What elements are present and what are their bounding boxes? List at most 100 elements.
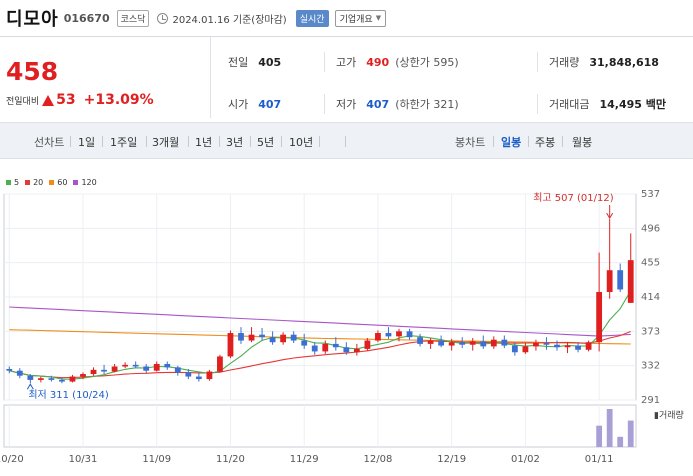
- x-tick-label: 12/08: [364, 454, 393, 465]
- ma60-line: [9, 329, 631, 345]
- change-label: 전일대비: [6, 96, 40, 107]
- stat-volume-value: 31,848,618: [589, 55, 659, 69]
- price-box: 458 전일대비 53 +13.09%: [0, 37, 211, 118]
- tab-monthly[interactable]: 월봉: [572, 136, 593, 149]
- ma120-line: [9, 306, 631, 337]
- tab-5y[interactable]: 5년: [257, 136, 275, 149]
- stat-amount-label: 거래대금: [549, 98, 590, 111]
- volume-bar: [617, 436, 624, 447]
- up-triangle-icon: [42, 94, 55, 106]
- stock-header: 디모아 016670 코스닥 2024.01.16 기준(장마감) 실시간 기업…: [0, 0, 693, 37]
- stat-open-label: 시가: [228, 98, 249, 111]
- candle-body: [596, 291, 603, 343]
- company-overview-label: 기업개요: [339, 14, 373, 25]
- stat-high: 고가 490 (상한가 595): [336, 52, 459, 72]
- market-badge: 코스닥: [116, 9, 150, 27]
- tab-1d[interactable]: 1일: [78, 136, 96, 149]
- tab-3y[interactable]: 3년: [226, 136, 244, 149]
- candle-body: [185, 372, 192, 377]
- candle-body: [290, 334, 297, 341]
- volume-bar: [596, 425, 603, 447]
- high-annotation: 최고 507 (01/12): [533, 192, 614, 204]
- ma20-line: [9, 330, 631, 379]
- candle-body: [427, 340, 434, 344]
- candle-body: [248, 334, 255, 341]
- candle-body: [511, 345, 518, 353]
- x-tick-label: 11/20: [216, 454, 245, 465]
- legend-ma20: 20: [25, 178, 43, 187]
- candle-body: [238, 333, 244, 341]
- chart-tabs-bar: 선차트 1일 1주일 3개월 1년 3년 5년 10년 봉차트 일봉 주봉 월봉: [0, 122, 693, 159]
- candle-body: [385, 333, 392, 337]
- chevron-down-icon: ▼: [375, 14, 382, 22]
- legend-ma5: 5: [6, 178, 19, 187]
- candle-body: [280, 334, 287, 343]
- candle-body: [353, 348, 360, 353]
- candle-body: [480, 341, 487, 347]
- candle-body: [217, 356, 223, 372]
- y-tick-label: 496: [641, 223, 660, 234]
- candle-body: [132, 364, 139, 367]
- stat-open: 시가 407: [228, 94, 281, 114]
- stock-code: 016670: [63, 11, 110, 25]
- tab-10y[interactable]: 10년: [289, 136, 314, 149]
- tab-1w[interactable]: 1주일: [110, 136, 138, 149]
- stat-prev-value: 405: [258, 55, 282, 69]
- stock-name: 디모아: [6, 9, 59, 30]
- low-arrow-icon: [26, 383, 34, 390]
- candle-body: [585, 342, 592, 350]
- candle-body: [59, 379, 65, 382]
- candle-body: [406, 331, 413, 338]
- y-tick-label: 414: [641, 292, 660, 303]
- volume-bar: [627, 420, 634, 447]
- tab-3m[interactable]: 3개월: [152, 136, 180, 149]
- candle-body: [343, 347, 350, 353]
- candle-chart-label: 봉차트: [455, 136, 486, 149]
- candle-body: [143, 366, 150, 371]
- x-tick-label: 01/11: [585, 454, 614, 465]
- stat-low: 저가 407 (하한가 321): [336, 94, 459, 114]
- change-amount: 53: [56, 92, 76, 108]
- tab-weekly[interactable]: 주봉: [535, 136, 556, 149]
- candle-body: [364, 340, 371, 349]
- volume-bar: [606, 409, 613, 447]
- candle-body: [617, 270, 624, 290]
- company-overview-dropdown[interactable]: 기업개요 ▼: [334, 9, 387, 27]
- y-tick-label: 455: [641, 258, 660, 269]
- x-tick-label: 01/02: [511, 454, 540, 465]
- stat-low-label: 저가: [336, 98, 357, 111]
- candle-body: [438, 340, 445, 346]
- candle-body: [543, 343, 550, 345]
- change-row: 전일대비 53 +13.09%: [6, 92, 154, 108]
- candle-body: [206, 371, 213, 380]
- candle-body: [80, 374, 86, 377]
- candle-body: [501, 339, 508, 346]
- y-tick-label: 332: [641, 361, 660, 372]
- candle-body: [259, 334, 265, 338]
- low-annotation: 최저 311 (10/24): [28, 389, 109, 401]
- x-tick-label: 10/31: [69, 454, 98, 465]
- stat-volume: 거래량 31,848,618: [549, 52, 659, 72]
- candle-body: [554, 344, 560, 348]
- candle-body: [533, 343, 539, 347]
- stat-prev-label: 전일: [228, 56, 249, 69]
- candle-body: [575, 345, 581, 350]
- tab-1y[interactable]: 1년: [195, 136, 213, 149]
- stat-amount-value: 14,495 백만: [599, 98, 667, 111]
- ma5-line: [9, 290, 632, 380]
- realtime-button[interactable]: 실시간: [295, 9, 329, 27]
- y-tick-label: 373: [641, 326, 660, 337]
- legend-ma60: 60: [49, 178, 67, 187]
- tab-daily[interactable]: 일봉: [501, 136, 522, 149]
- clock-icon: [157, 12, 169, 24]
- candle-body: [459, 342, 466, 345]
- volume-plot-frame: [3, 404, 637, 448]
- candle-body: [448, 342, 455, 346]
- current-price: 458: [6, 57, 59, 86]
- candle-body: [311, 345, 318, 352]
- candle-body: [48, 378, 55, 380]
- candle-body: [69, 376, 76, 382]
- candle-body: [469, 341, 476, 345]
- candle-body: [522, 346, 529, 353]
